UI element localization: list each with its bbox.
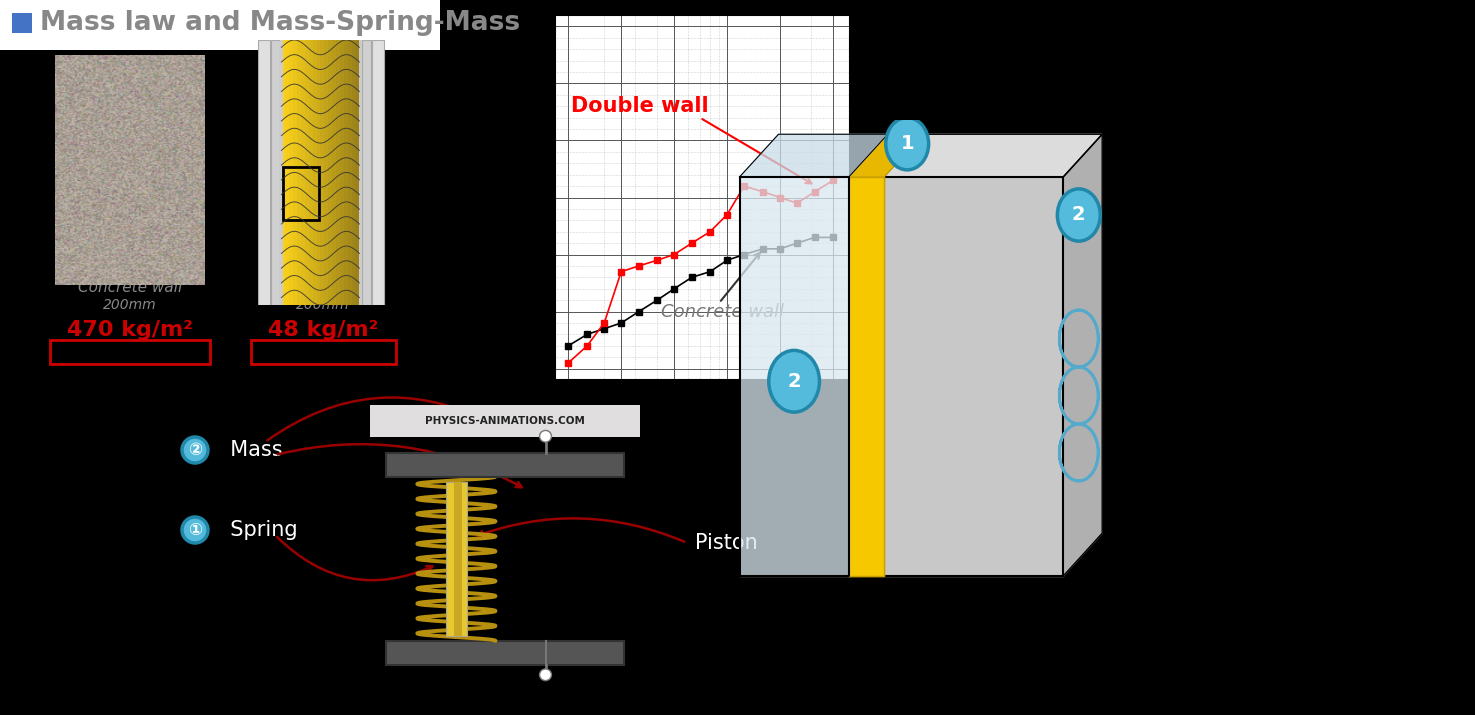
Bar <box>454 482 462 636</box>
Text: 1: 1 <box>900 134 914 153</box>
Bar <box>12 13 32 33</box>
Text: 200mm: 200mm <box>103 298 156 312</box>
Text: Double wall: Double wall <box>571 97 709 117</box>
Bar <box>313 40 317 305</box>
Bar <box>386 641 624 665</box>
Text: Piston: Piston <box>695 533 758 553</box>
Text: 470 kg/m²: 470 kg/m² <box>66 320 193 340</box>
Bar <box>332 40 336 305</box>
Polygon shape <box>1063 134 1102 576</box>
Text: ①: ① <box>187 521 202 539</box>
Bar <box>351 40 355 305</box>
Text: PHYSICS-ANIMATIONS.COM: PHYSICS-ANIMATIONS.COM <box>425 416 586 426</box>
Bar <box>372 40 384 305</box>
Bar <box>296 40 301 305</box>
Bar <box>301 40 305 305</box>
Text: 48 kg/m²: 48 kg/m² <box>268 320 378 340</box>
Circle shape <box>768 350 820 412</box>
Bar <box>0 0 440 50</box>
Text: 200mm: 200mm <box>296 298 350 312</box>
Circle shape <box>540 430 552 442</box>
Circle shape <box>886 118 929 170</box>
Bar <box>271 40 280 305</box>
Polygon shape <box>848 134 923 177</box>
Polygon shape <box>884 134 1102 177</box>
Bar <box>317 40 320 305</box>
Text: 2: 2 <box>788 372 801 391</box>
Bar <box>294 40 296 305</box>
Bar <box>251 340 395 364</box>
Bar <box>329 40 332 305</box>
Text: Concrete wall: Concrete wall <box>661 302 783 320</box>
Text: Spring: Spring <box>217 520 298 540</box>
Bar <box>258 40 270 305</box>
Y-axis label: R en dB: R en dB <box>513 176 524 220</box>
Bar <box>360 40 361 305</box>
Polygon shape <box>884 177 1063 576</box>
Bar <box>370 405 640 437</box>
Bar <box>348 40 351 305</box>
Text: Double wall: Double wall <box>279 280 367 295</box>
Bar <box>289 40 294 305</box>
Circle shape <box>540 669 552 681</box>
Bar <box>324 40 329 305</box>
Bar <box>320 40 324 305</box>
Text: ②: ② <box>187 441 202 459</box>
Circle shape <box>1058 189 1100 241</box>
Bar <box>280 40 283 305</box>
Bar <box>282 40 286 305</box>
Bar <box>386 453 624 477</box>
Bar <box>445 482 468 636</box>
Polygon shape <box>848 177 884 576</box>
Bar <box>305 40 308 305</box>
Polygon shape <box>739 177 848 576</box>
Bar <box>355 40 360 305</box>
Bar <box>339 40 344 305</box>
Bar <box>361 40 372 305</box>
Circle shape <box>181 517 208 543</box>
Bar <box>308 40 313 305</box>
Bar <box>285 40 289 305</box>
X-axis label: Fréquence en Hz: Fréquence en Hz <box>656 405 749 416</box>
Text: Mass law and Mass-Spring-Mass: Mass law and Mass-Spring-Mass <box>40 10 521 36</box>
Text: Mass: Mass <box>217 440 283 460</box>
Bar <box>344 40 348 305</box>
Bar <box>50 340 209 364</box>
Circle shape <box>181 437 208 463</box>
Bar <box>336 40 341 305</box>
Bar <box>283 167 319 220</box>
Text: 2: 2 <box>1072 205 1086 225</box>
Text: Concrete wall: Concrete wall <box>78 280 181 295</box>
Polygon shape <box>739 134 888 177</box>
